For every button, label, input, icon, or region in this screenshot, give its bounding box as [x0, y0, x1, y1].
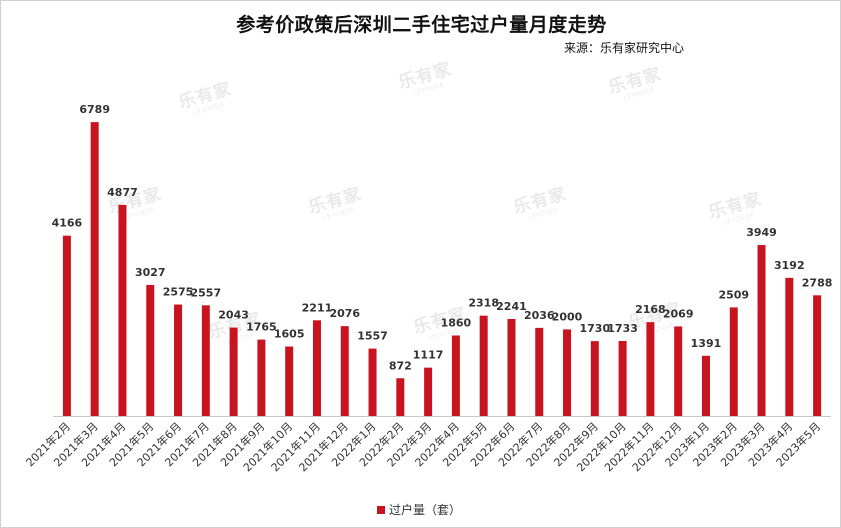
data-label: 2509 [718, 288, 749, 301]
bar [424, 367, 433, 416]
bar [535, 327, 544, 416]
bar [479, 315, 488, 416]
bar [90, 122, 99, 417]
bar [118, 204, 127, 416]
data-label: 872 [389, 359, 412, 372]
data-label: 3192 [774, 259, 805, 272]
bar [729, 307, 738, 416]
data-label: 2000 [552, 310, 583, 323]
bar [785, 277, 794, 416]
bar [229, 327, 238, 416]
data-label: 2318 [468, 297, 499, 310]
bar [62, 235, 71, 416]
bar [396, 378, 405, 416]
chart-title: 参考价政策后深圳二手住宅过户量月度走势 [236, 14, 607, 36]
data-label: 1765 [246, 321, 277, 334]
bar [340, 326, 349, 416]
legend-swatch [377, 505, 385, 514]
data-label: 2788 [802, 276, 833, 289]
data-label: 1730 [580, 322, 611, 335]
bar [201, 305, 210, 416]
bar [451, 335, 460, 416]
bar [674, 326, 683, 416]
bar [701, 355, 710, 416]
bar [618, 340, 627, 416]
data-label: 1117 [413, 349, 444, 362]
data-label: 4877 [107, 186, 138, 199]
bar [174, 304, 183, 416]
data-label: 2076 [329, 307, 360, 320]
bar [285, 346, 294, 416]
bar [646, 322, 655, 416]
data-label: 6789 [79, 103, 110, 116]
bar [590, 341, 599, 416]
bar [368, 348, 377, 416]
data-label: 2069 [663, 307, 694, 320]
data-label: 2211 [302, 301, 333, 314]
legend-label: 过户量（套） [389, 503, 462, 517]
bar [312, 320, 321, 416]
legend: 过户量（套） [377, 501, 461, 518]
source-note: 来源：乐有家研究中心 [564, 41, 685, 55]
data-label: 2575 [163, 286, 194, 299]
data-label: 1860 [441, 316, 472, 329]
data-label: 2043 [218, 309, 249, 322]
data-label: 2557 [191, 286, 222, 299]
data-label: 2036 [524, 309, 555, 322]
bar [813, 295, 822, 416]
data-label: 1733 [607, 322, 638, 335]
data-label: 3027 [135, 266, 166, 279]
data-label: 2241 [496, 300, 527, 313]
bar [563, 329, 572, 416]
bar [507, 318, 516, 416]
data-label: 1605 [274, 328, 305, 341]
data-label: 4166 [52, 217, 83, 230]
data-label: 1557 [357, 330, 388, 343]
bar [757, 245, 766, 416]
data-label: 3949 [746, 226, 777, 239]
bar [146, 284, 155, 416]
data-label: 2168 [635, 303, 666, 316]
bar [257, 339, 266, 416]
data-label: 1391 [691, 337, 722, 350]
